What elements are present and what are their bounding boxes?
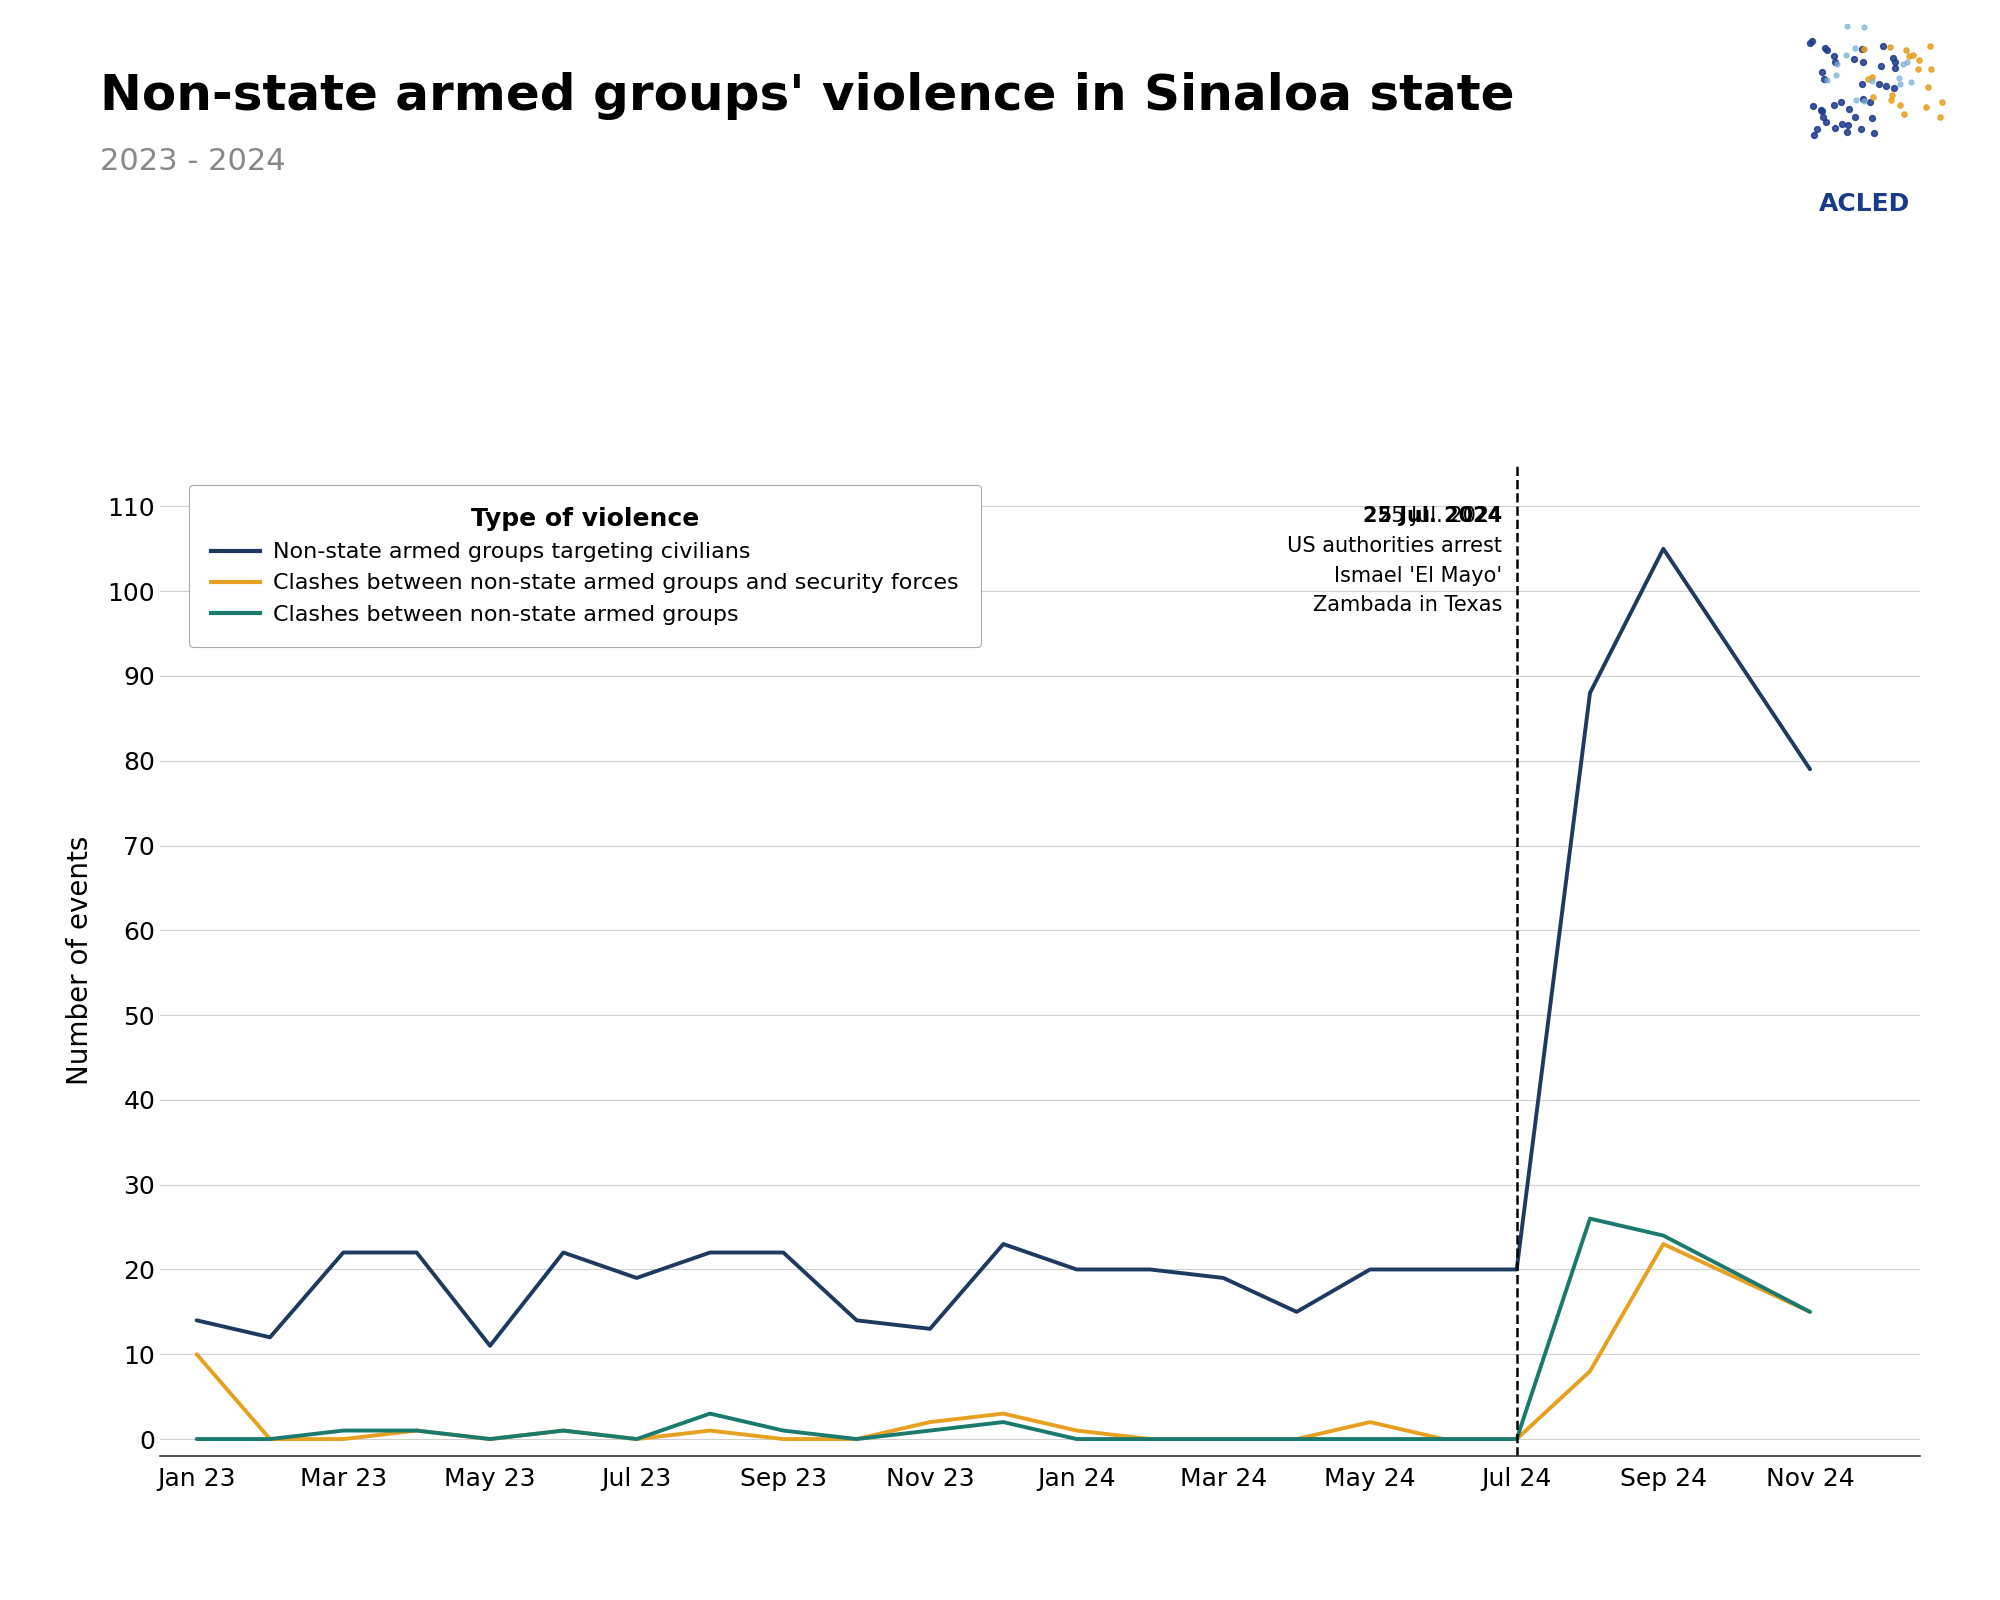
Point bbox=[1912, 74, 1944, 99]
Point bbox=[1864, 53, 1896, 78]
Point bbox=[1800, 117, 1832, 142]
Point bbox=[1876, 88, 1908, 114]
Point bbox=[1924, 104, 1956, 130]
Point bbox=[1854, 88, 1886, 114]
Point bbox=[1894, 43, 1926, 69]
Point bbox=[1834, 96, 1866, 122]
Text: 25 Jul. 2024: 25 Jul. 2024 bbox=[1362, 506, 1502, 526]
Point bbox=[1798, 93, 1830, 118]
Point bbox=[1848, 88, 1880, 114]
Point bbox=[1926, 90, 1958, 115]
Point bbox=[1832, 112, 1864, 138]
Point bbox=[1848, 86, 1880, 112]
Text: 25 Jul. 2024
US authorities arrest
Ismael 'El Mayo'
Zambada in Texas: 25 Jul. 2024 US authorities arrest Ismae… bbox=[1288, 506, 1502, 614]
Point bbox=[1830, 43, 1862, 69]
Point bbox=[1806, 59, 1838, 85]
Point bbox=[1838, 46, 1870, 72]
Legend: Non-state armed groups targeting civilians, Clashes between non-state armed grou: Non-state armed groups targeting civilia… bbox=[188, 485, 982, 646]
Point bbox=[1856, 69, 1888, 94]
Point bbox=[1818, 43, 1850, 69]
Point bbox=[1890, 37, 1922, 62]
Point bbox=[1846, 35, 1878, 61]
Point bbox=[1820, 62, 1852, 88]
Point bbox=[1882, 66, 1914, 91]
Point bbox=[1810, 67, 1842, 93]
Point bbox=[1894, 69, 1926, 94]
Point bbox=[1826, 112, 1858, 138]
Point bbox=[1808, 35, 1840, 61]
Text: Non-state armed groups' violence in Sinaloa state: Non-state armed groups' violence in Sina… bbox=[100, 72, 1514, 120]
Point bbox=[1896, 43, 1928, 69]
Point bbox=[1808, 66, 1840, 91]
Point bbox=[1820, 115, 1852, 141]
Point bbox=[1840, 104, 1872, 130]
Point bbox=[1888, 51, 1920, 77]
Point bbox=[1870, 74, 1902, 99]
Point bbox=[1806, 98, 1838, 123]
Point bbox=[1846, 50, 1878, 75]
Point bbox=[1812, 37, 1844, 62]
Point bbox=[1866, 34, 1898, 59]
Point bbox=[1888, 101, 1920, 126]
Point bbox=[1840, 86, 1872, 112]
Point bbox=[1856, 106, 1888, 131]
Point bbox=[1878, 45, 1910, 70]
Point bbox=[1856, 85, 1888, 110]
Point bbox=[1910, 94, 1942, 120]
Point bbox=[1804, 98, 1836, 123]
Point bbox=[1810, 110, 1842, 136]
Point bbox=[1904, 46, 1936, 72]
Point bbox=[1878, 56, 1910, 82]
Point bbox=[1808, 104, 1840, 130]
Text: ACLED: ACLED bbox=[1818, 192, 1910, 216]
Point bbox=[1848, 14, 1880, 40]
Point bbox=[1820, 51, 1852, 77]
Point bbox=[1880, 48, 1912, 74]
Point bbox=[1876, 82, 1908, 107]
Point bbox=[1884, 93, 1916, 118]
Point bbox=[1916, 56, 1948, 82]
Point bbox=[1858, 120, 1890, 146]
Point bbox=[1874, 35, 1906, 61]
Point bbox=[1848, 35, 1880, 61]
Point bbox=[1794, 30, 1826, 56]
Point bbox=[1902, 56, 1934, 82]
Point bbox=[1824, 90, 1856, 115]
Point bbox=[1818, 91, 1850, 117]
Point bbox=[1878, 75, 1910, 101]
Point bbox=[1846, 70, 1878, 96]
Point bbox=[1862, 70, 1894, 96]
Point bbox=[1820, 50, 1852, 75]
Point bbox=[1890, 50, 1922, 75]
Point bbox=[1846, 117, 1878, 142]
Point bbox=[1852, 67, 1884, 93]
Point bbox=[1796, 29, 1828, 54]
Point bbox=[1914, 34, 1946, 59]
Point bbox=[1838, 35, 1870, 61]
Point bbox=[1884, 70, 1916, 96]
Point bbox=[1830, 118, 1862, 144]
Point bbox=[1798, 123, 1830, 149]
Point bbox=[1830, 13, 1862, 38]
Text: 2023 - 2024: 2023 - 2024 bbox=[100, 147, 286, 176]
Point bbox=[1856, 64, 1888, 90]
Y-axis label: Number of events: Number of events bbox=[66, 835, 94, 1085]
